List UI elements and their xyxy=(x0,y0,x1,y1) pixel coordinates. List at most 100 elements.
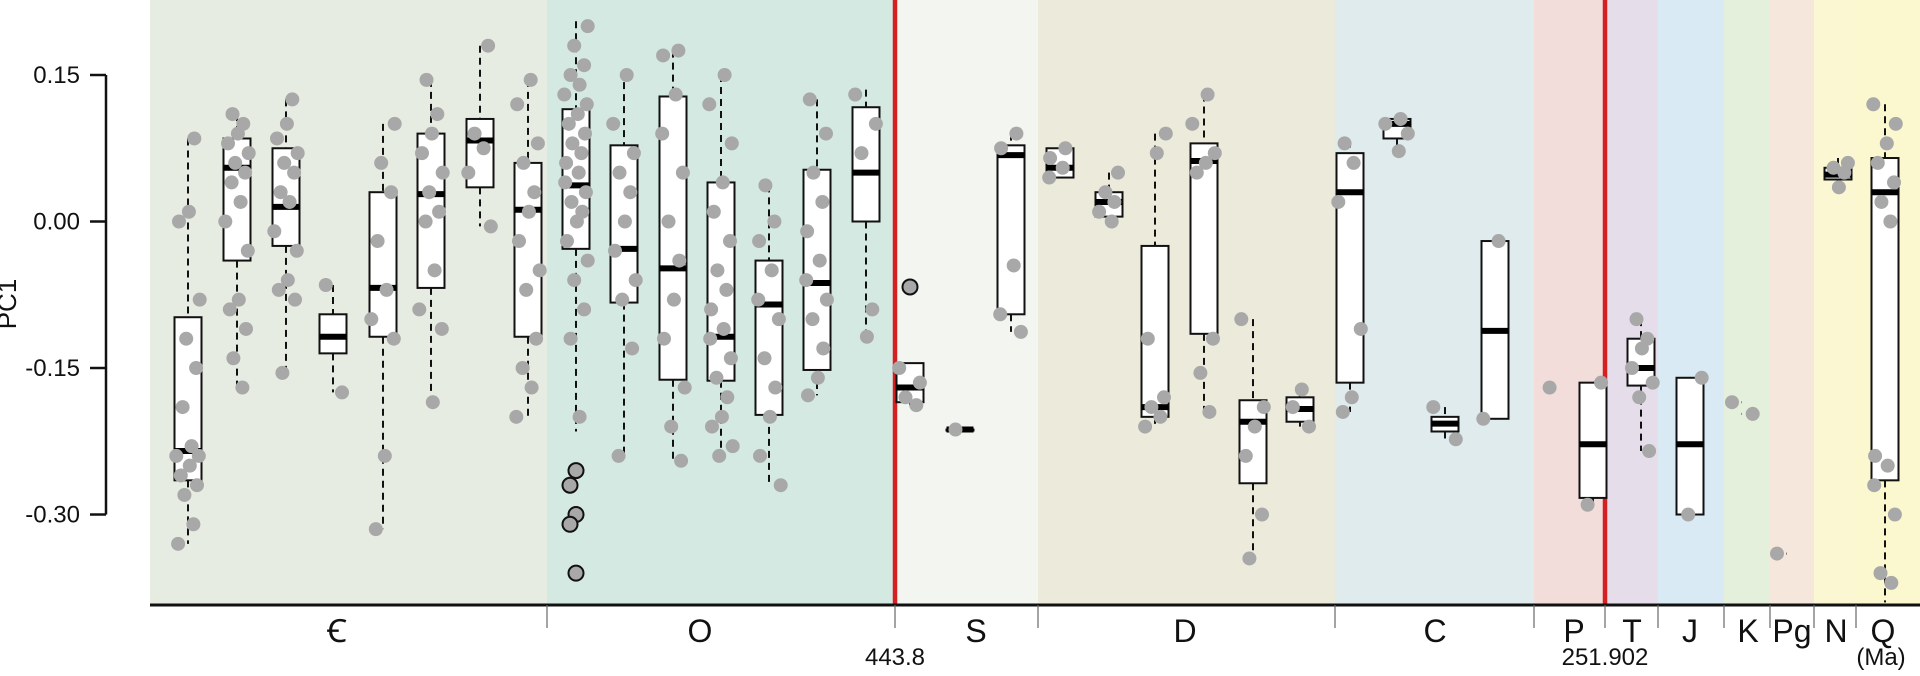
box-16-point-2 xyxy=(898,390,913,405)
box-25 xyxy=(1331,136,1368,419)
box-5-point-8 xyxy=(374,155,389,170)
box-3-point-11 xyxy=(290,146,305,161)
box-6 xyxy=(412,72,450,410)
box-12-point-11 xyxy=(719,282,734,297)
box-2-point-2 xyxy=(226,351,241,366)
box-2-point-9 xyxy=(224,175,239,190)
period-label-5: C xyxy=(1423,613,1446,649)
period-label-11: N xyxy=(1824,613,1847,649)
box-27-point-2 xyxy=(1426,400,1441,415)
box-36-point-12 xyxy=(1888,116,1903,131)
box-36-point-2 xyxy=(1873,566,1888,581)
box-7-point-3 xyxy=(476,141,491,156)
box-29-point-1 xyxy=(1542,380,1557,395)
box-1-point-6 xyxy=(182,458,197,473)
box-9-point-25 xyxy=(580,19,595,34)
box-6-point-4 xyxy=(427,263,442,278)
boundary-label-2: 251.902 xyxy=(1562,644,1649,671)
box-9-point-22 xyxy=(563,68,578,82)
box-11-point-10 xyxy=(668,87,683,102)
box-9-point-6 xyxy=(560,234,574,249)
box-14-point-6 xyxy=(799,273,814,288)
box-31-point-6 xyxy=(1640,331,1655,346)
box-8-point-8 xyxy=(521,204,536,219)
box-9-outlier-4 xyxy=(561,515,579,533)
box-12-point-8 xyxy=(703,331,718,346)
box-18-point-5 xyxy=(1009,126,1024,141)
box-4-point-1 xyxy=(335,385,349,400)
period-label-3: S xyxy=(965,613,986,649)
box-13-point-7 xyxy=(751,292,766,307)
box-7-point-5 xyxy=(481,38,496,53)
box-3-point-5 xyxy=(289,243,304,258)
box-8-point-10 xyxy=(516,155,531,170)
box-11-point-1 xyxy=(674,453,689,468)
box-10 xyxy=(606,68,643,463)
box-5 xyxy=(364,116,402,537)
box-3-point-14 xyxy=(285,92,300,107)
box-16-point-4 xyxy=(892,361,907,376)
box-10-point-7 xyxy=(623,185,638,200)
box-25-rect xyxy=(1335,152,1365,384)
box-15-point-2 xyxy=(865,302,880,317)
box-14-point-10 xyxy=(806,165,821,180)
box-11-point-6 xyxy=(672,253,687,268)
box-1-point-9 xyxy=(184,439,199,454)
box-10-point-1 xyxy=(611,448,626,463)
box-14-point-3 xyxy=(816,341,831,356)
box-1-point-4 xyxy=(190,478,204,493)
time-axis: Ꞓ O S D C P T J K Pg N Q xyxy=(150,603,1920,649)
box-9-point-13 xyxy=(559,155,574,170)
box-8-point-12 xyxy=(510,97,525,112)
box-5-point-7 xyxy=(384,185,399,200)
box-6-point-9 xyxy=(415,146,429,161)
box-3-point-8 xyxy=(273,185,288,200)
box-4-point-2 xyxy=(318,277,333,292)
box-34-point-1 xyxy=(1770,546,1784,561)
box-7-point-1 xyxy=(483,219,498,234)
box-11-point-11 xyxy=(656,48,671,63)
y-tick-label-4: -0.30 xyxy=(25,502,80,529)
box-22-point-2 xyxy=(1193,365,1208,380)
box-26-point-2 xyxy=(1400,126,1415,141)
box-36-point-10 xyxy=(1870,155,1885,170)
box-2-point-1 xyxy=(235,380,250,395)
box-12-point-14 xyxy=(706,204,721,219)
box-3-point-9 xyxy=(287,165,302,180)
box-36-rect xyxy=(1870,157,1900,482)
box-20 xyxy=(1092,165,1125,229)
box-32-point-1 xyxy=(1681,507,1696,522)
box-15-rect xyxy=(851,106,881,223)
box-3-point-7 xyxy=(282,194,297,209)
box-7-point-2 xyxy=(461,165,476,180)
box-14-point-8 xyxy=(800,224,815,239)
box-12-point-5 xyxy=(720,390,735,405)
box-20-point-1 xyxy=(1104,214,1119,229)
box-13-point-8 xyxy=(764,263,779,278)
box-11-point-7 xyxy=(661,214,676,229)
box-8-point-4 xyxy=(529,331,544,346)
box-13 xyxy=(751,178,788,493)
box-10-point-5 xyxy=(608,243,622,258)
box-8 xyxy=(509,72,547,424)
box-18-point-3 xyxy=(1006,258,1021,273)
box-28 xyxy=(1476,234,1510,426)
period-label-7: T xyxy=(1622,613,1642,649)
period-band-6 xyxy=(1534,0,1605,605)
y-tick-label-2: 0.00 xyxy=(33,209,80,236)
box-32-point-2 xyxy=(1694,370,1709,385)
box-12-point-18 xyxy=(717,68,732,82)
box-22-point-1 xyxy=(1202,404,1217,419)
box-30-rect xyxy=(1578,381,1608,499)
box-9 xyxy=(557,19,595,582)
box-1-point-10 xyxy=(175,400,190,415)
period-band-9 xyxy=(1724,0,1770,605)
box-19-point-2 xyxy=(1055,160,1070,175)
box-22-point-8 xyxy=(1200,87,1215,102)
box-34 xyxy=(1770,546,1784,561)
box-24-point-1 xyxy=(1302,419,1316,434)
box-12-point-3 xyxy=(705,419,719,434)
box-9-point-16 xyxy=(578,126,592,141)
box-10-point-11 xyxy=(619,68,634,82)
box-25-point-4 xyxy=(1331,194,1346,209)
